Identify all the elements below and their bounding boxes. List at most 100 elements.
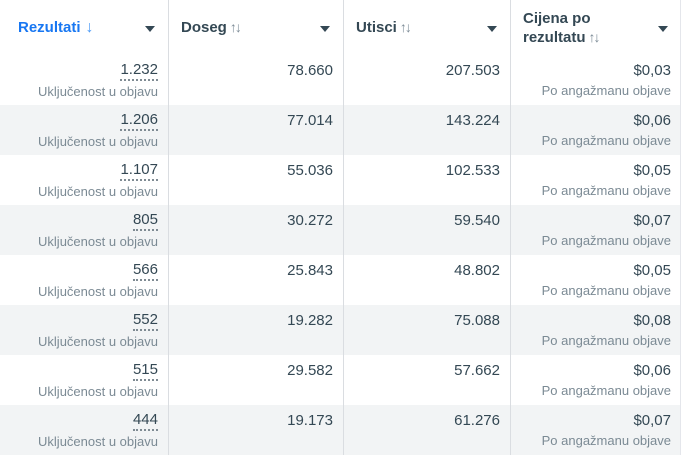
result-value[interactable]: 1.232 bbox=[120, 60, 158, 81]
column-header-rezultati[interactable]: Rezultati ↓ bbox=[0, 0, 168, 55]
cell-cijena: $0,06 Po angažmanu objave bbox=[510, 355, 681, 405]
column-header-cijena-po-rezultatu[interactable]: Cijena po rezultatu ↑↓ bbox=[510, 0, 681, 55]
result-value[interactable]: 805 bbox=[132, 210, 158, 231]
cost-value: $0,05 bbox=[633, 162, 671, 179]
reach-value: 30.272 bbox=[287, 212, 333, 229]
cost-type-label: Po angažmanu objave bbox=[541, 133, 671, 148]
result-type-label: Uključenost u objavu bbox=[38, 384, 158, 399]
table-row[interactable]: 1.107 Uključenost u objavu 55.036 102.53… bbox=[0, 155, 680, 205]
table-header-row: Rezultati ↓ Doseg ↑↓ Utisci ↑↓ Cijena po re… bbox=[0, 0, 680, 55]
cost-type-label: Po angažmanu objave bbox=[541, 283, 671, 298]
cell-cijena: $0,03 Po angažmanu objave bbox=[510, 55, 681, 105]
result-type-label: Uključenost u objavu bbox=[38, 184, 158, 199]
impressions-value: 48.802 bbox=[454, 262, 500, 279]
column-header-utisci[interactable]: Utisci ↑↓ bbox=[343, 0, 510, 55]
cost-value: $0,08 bbox=[633, 312, 671, 329]
impressions-value: 143.224 bbox=[445, 112, 500, 129]
cost-type-label: Po angažmanu objave bbox=[541, 233, 671, 248]
cell-utisci: 57.662 bbox=[343, 355, 510, 405]
result-type-label: Uključenost u objavu bbox=[38, 284, 158, 299]
reach-value: 25.843 bbox=[287, 262, 333, 279]
chevron-down-icon[interactable] bbox=[145, 25, 155, 32]
cell-rezultati: 1.107 Uključenost u objavu bbox=[0, 155, 168, 205]
cell-rezultati: 552 Uključenost u objavu bbox=[0, 305, 168, 355]
reach-value: 77.014 bbox=[287, 112, 333, 129]
cell-rezultati: 805 Uključenost u objavu bbox=[0, 205, 168, 255]
impressions-value: 59.540 bbox=[454, 212, 500, 229]
cell-utisci: 207.503 bbox=[343, 55, 510, 105]
cell-rezultati: 515 Uključenost u objavu bbox=[0, 355, 168, 405]
reach-value: 19.282 bbox=[287, 312, 333, 329]
result-value[interactable]: 444 bbox=[132, 410, 158, 431]
chevron-down-icon[interactable] bbox=[487, 25, 497, 32]
cost-type-label: Po angažmanu objave bbox=[541, 83, 671, 98]
cell-rezultati: 444 Uključenost u objavu bbox=[0, 405, 168, 455]
table-row[interactable]: 566 Uključenost u objavu 25.843 48.802 $… bbox=[0, 255, 680, 305]
cell-cijena: $0,06 Po angažmanu objave bbox=[510, 105, 681, 155]
cell-utisci: 59.540 bbox=[343, 205, 510, 255]
reach-value: 78.660 bbox=[287, 62, 333, 79]
result-type-label: Uključenost u objavu bbox=[38, 434, 158, 449]
column-header-label: Rezultati ↓ bbox=[18, 19, 94, 36]
cost-type-label: Po angažmanu objave bbox=[541, 383, 671, 398]
cell-doseg: 55.036 bbox=[168, 155, 343, 205]
result-value[interactable]: 552 bbox=[132, 310, 158, 331]
cell-doseg: 29.582 bbox=[168, 355, 343, 405]
impressions-value: 207.503 bbox=[445, 62, 500, 79]
reach-value: 55.036 bbox=[287, 162, 333, 179]
cell-doseg: 19.282 bbox=[168, 305, 343, 355]
reach-value: 19.173 bbox=[287, 412, 333, 429]
sort-descending-icon: ↓ bbox=[85, 19, 94, 36]
cell-utisci: 75.088 bbox=[343, 305, 510, 355]
cell-utisci: 48.802 bbox=[343, 255, 510, 305]
cell-doseg: 77.014 bbox=[168, 105, 343, 155]
cost-value: $0,07 bbox=[633, 212, 671, 229]
result-type-label: Uključenost u objavu bbox=[38, 334, 158, 349]
chevron-down-icon[interactable] bbox=[320, 25, 330, 32]
cell-cijena: $0,08 Po angažmanu objave bbox=[510, 305, 681, 355]
table-row[interactable]: 552 Uključenost u objavu 19.282 75.088 $… bbox=[0, 305, 680, 355]
impressions-value: 102.533 bbox=[445, 162, 500, 179]
table-body: 1.232 Uključenost u objavu 78.660 207.50… bbox=[0, 55, 680, 455]
result-type-label: Uključenost u objavu bbox=[38, 234, 158, 249]
cost-type-label: Po angažmanu objave bbox=[541, 433, 671, 448]
impressions-value: 75.088 bbox=[454, 312, 500, 329]
sort-both-icon: ↑↓ bbox=[229, 19, 242, 35]
cell-utisci: 143.224 bbox=[343, 105, 510, 155]
table-row[interactable]: 444 Uključenost u objavu 19.173 61.276 $… bbox=[0, 405, 680, 455]
cell-cijena: $0,07 Po angažmanu objave bbox=[510, 405, 681, 455]
cell-doseg: 19.173 bbox=[168, 405, 343, 455]
cell-doseg: 30.272 bbox=[168, 205, 343, 255]
result-type-label: Uključenost u objavu bbox=[38, 134, 158, 149]
result-value[interactable]: 566 bbox=[132, 260, 158, 281]
result-type-label: Uključenost u objavu bbox=[38, 84, 158, 99]
column-header-doseg[interactable]: Doseg ↑↓ bbox=[168, 0, 343, 55]
cell-rezultati: 1.232 Uključenost u objavu bbox=[0, 55, 168, 105]
impressions-value: 57.662 bbox=[454, 362, 500, 379]
sort-both-icon: ↑↓ bbox=[588, 28, 601, 45]
cell-cijena: $0,05 Po angažmanu objave bbox=[510, 155, 681, 205]
impressions-value: 61.276 bbox=[454, 412, 500, 429]
cell-doseg: 78.660 bbox=[168, 55, 343, 105]
table-row[interactable]: 1.206 Uključenost u objavu 77.014 143.22… bbox=[0, 105, 680, 155]
cost-value: $0,06 bbox=[633, 362, 671, 379]
result-value[interactable]: 1.107 bbox=[120, 160, 158, 181]
table-row[interactable]: 1.232 Uključenost u objavu 78.660 207.50… bbox=[0, 55, 680, 105]
chevron-down-icon[interactable] bbox=[658, 25, 668, 32]
reach-value: 29.582 bbox=[287, 362, 333, 379]
sort-both-icon: ↑↓ bbox=[399, 19, 412, 35]
cell-utisci: 102.533 bbox=[343, 155, 510, 205]
cell-utisci: 61.276 bbox=[343, 405, 510, 455]
cell-rezultati: 566 Uključenost u objavu bbox=[0, 255, 168, 305]
table-row[interactable]: 515 Uključenost u objavu 29.582 57.662 $… bbox=[0, 355, 680, 405]
cost-value: $0,06 bbox=[633, 112, 671, 129]
cost-value: $0,07 bbox=[633, 412, 671, 429]
cell-cijena: $0,07 Po angažmanu objave bbox=[510, 205, 681, 255]
result-value[interactable]: 515 bbox=[132, 360, 158, 381]
result-value[interactable]: 1.206 bbox=[120, 110, 158, 131]
column-header-label: Doseg ↑↓ bbox=[181, 19, 242, 36]
cost-value: $0,03 bbox=[633, 62, 671, 79]
cell-rezultati: 1.206 Uključenost u objavu bbox=[0, 105, 168, 155]
table-row[interactable]: 805 Uključenost u objavu 30.272 59.540 $… bbox=[0, 205, 680, 255]
